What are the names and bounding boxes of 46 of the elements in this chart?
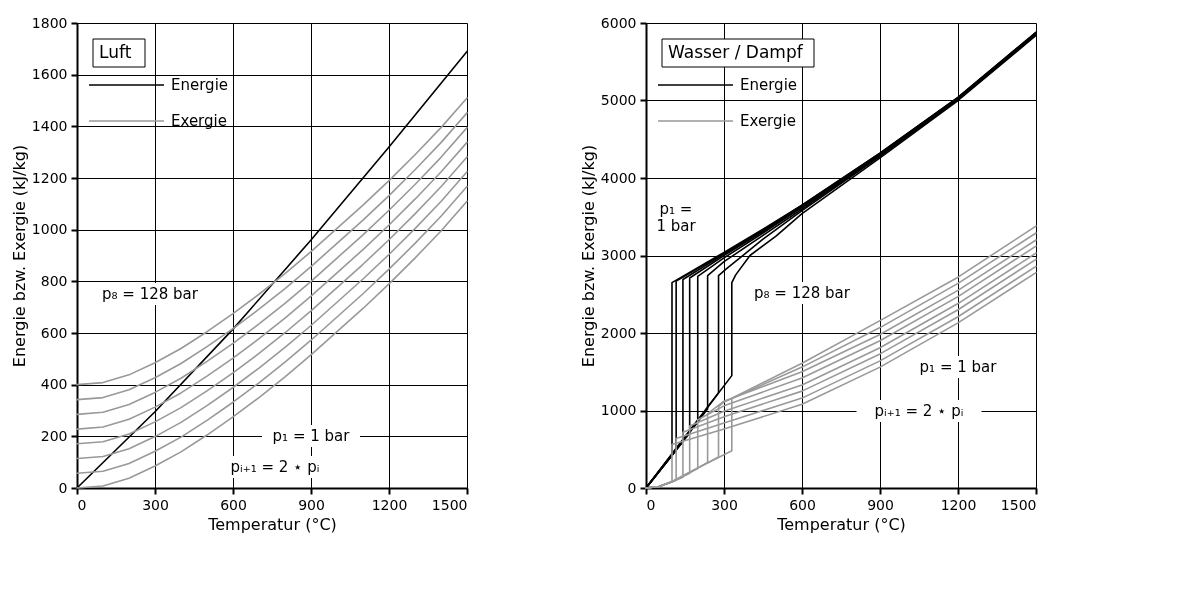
legend-label: Exergie [740, 112, 796, 130]
y-tick-label: 1000 [600, 402, 637, 418]
annotation: p₁ = 1 bar [272, 427, 351, 445]
y-tick-label: 6000 [600, 14, 637, 31]
x-tick-label: 1500 [431, 496, 468, 513]
y-tick-label: 1400 [31, 117, 68, 134]
x-axis-title: Temperatur (°C) [776, 514, 906, 534]
y-tick-label: 3000 [600, 247, 637, 263]
y-tick-label: 0 [627, 479, 637, 496]
y-tick-label: 1200 [31, 169, 68, 186]
y-tick-label: 5000 [600, 92, 637, 108]
x-tick-label: 0 [646, 496, 656, 513]
y-tick-label: 1600 [31, 66, 68, 83]
annotation: p₁ = 1 bar [656, 200, 697, 235]
x-tick-label: 1500 [1000, 496, 1037, 513]
legend-label: Exergie [171, 112, 227, 130]
x-tick-label: 300 [142, 496, 169, 513]
annotation: p₈ = 128 bar [102, 285, 199, 303]
annotation: p₈ = 128 bar [754, 284, 851, 302]
x-tick-label: 900 [867, 496, 894, 513]
y-tick-label: 600 [40, 324, 68, 341]
x-tick-label: 300 [711, 496, 738, 513]
y-axis-title: Energie bzw. Exergie (kJ/kg) [9, 144, 29, 368]
annotation: pᵢ₊₁ = 2 ⋆ pᵢ [230, 458, 320, 476]
text: Luft [99, 42, 132, 62]
x-tick-label: 1200 [371, 496, 408, 513]
x-tick-label: 600 [789, 496, 816, 513]
legend-label: Energie [171, 76, 229, 94]
y-tick-label: 4000 [600, 169, 637, 186]
x-tick-label: 1200 [940, 496, 977, 513]
y-tick-label: 800 [40, 272, 68, 289]
y-tick-label: 400 [40, 376, 68, 393]
y-tick-label: 200 [40, 427, 68, 444]
x-tick-label: 0 [77, 496, 87, 513]
y-tick-label: 1800 [31, 14, 68, 31]
x-tick-label: 900 [298, 496, 325, 513]
annotation: pᵢ₊₁ = 2 ⋆ pᵢ [874, 402, 964, 420]
y-tick-label: 0 [58, 479, 68, 496]
y-tick-label: 2000 [600, 324, 637, 341]
x-tick-label: 600 [220, 496, 247, 513]
legend-label: Energie [740, 76, 798, 94]
x-axis-title: Temperatur (°C) [207, 514, 337, 534]
text: Wasser / Dampf [668, 42, 804, 62]
y-tick-label: 1000 [31, 221, 68, 238]
y-axis-title: Energie bzw. Exergie (kJ/kg) [578, 144, 598, 368]
annotation: p₁ = 1 bar [919, 358, 998, 376]
